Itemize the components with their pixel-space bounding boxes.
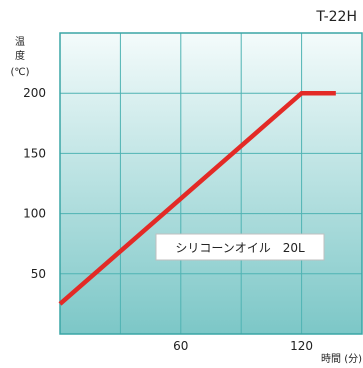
y-tick-label-0: 50 bbox=[31, 267, 46, 281]
y-axis-label-char-1: 温 bbox=[15, 36, 25, 48]
grid-layer bbox=[60, 33, 362, 334]
y-axis-label-char-2: 度 bbox=[15, 49, 25, 62]
plot-frame bbox=[59, 32, 363, 335]
series-label: シリコーンオイル 20L bbox=[175, 241, 305, 255]
y-tick-label-2: 150 bbox=[23, 146, 46, 160]
series-label-box-rect bbox=[155, 233, 325, 261]
x-axis-label: 時間 (分) bbox=[321, 353, 362, 365]
plot-area bbox=[60, 33, 362, 334]
series-label-box: シリコーンオイル 20L bbox=[155, 233, 325, 261]
y-tick-label-1: 100 bbox=[23, 207, 46, 221]
y-axis-unit: (℃) bbox=[10, 67, 29, 78]
x-tick-label-1: 120 bbox=[290, 339, 313, 353]
series-layer bbox=[58, 90, 336, 306]
y-tick-layer: 50 100 150 200 bbox=[23, 86, 46, 281]
y-tick-label-3: 200 bbox=[23, 86, 46, 100]
model-label: T-22H bbox=[315, 9, 357, 25]
x-tick-label-0: 60 bbox=[173, 339, 188, 353]
x-tick-layer: 60 120 bbox=[173, 339, 313, 353]
series-line-0 bbox=[58, 90, 336, 306]
